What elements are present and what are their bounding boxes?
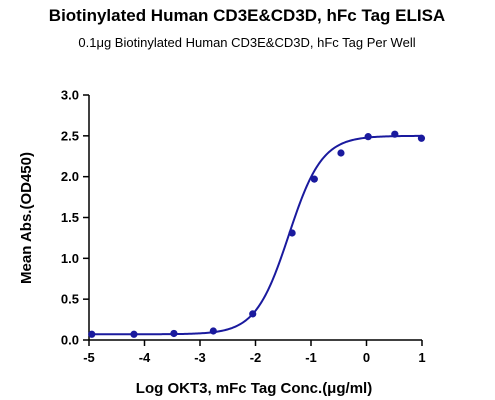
data-point: [364, 133, 372, 141]
fit-curve-group: [89, 134, 422, 336]
data-point: [249, 310, 257, 318]
data-point: [130, 330, 138, 338]
y-tick-label: 3.0: [61, 88, 79, 103]
x-tick-label: 1: [418, 350, 425, 365]
ticks: 0.0 0.5 1.0 1.5 2.0 2.5 3.0 -5 -4 -3 -2 -1 0 1: [61, 88, 426, 366]
chart-subtitle: 0.1μg Biotinylated Human CD3E&CD3D, hFc …: [78, 35, 415, 50]
y-tick-label: 2.0: [61, 169, 79, 184]
x-tick-label: -3: [194, 350, 206, 365]
data-point: [170, 329, 178, 338]
data-point: [337, 149, 345, 157]
data-point: [391, 130, 399, 138]
data-point: [209, 327, 217, 335]
data-point: [288, 229, 296, 237]
data-points: [88, 130, 426, 338]
data-point: [310, 175, 318, 183]
x-tick-label: 0: [363, 350, 370, 365]
x-tick-label: -2: [250, 350, 262, 365]
x-tick-label: -4: [139, 350, 151, 365]
data-point: [417, 134, 426, 142]
y-tick-label: 1.0: [61, 251, 79, 266]
x-tick-label: -1: [305, 350, 317, 365]
y-tick-label: 0.5: [61, 292, 79, 307]
y-axis-label: Mean Abs.(OD450): [18, 152, 35, 284]
chart-title: Biotinylated Human CD3E&CD3D, hFc Tag EL…: [49, 6, 445, 25]
x-axis-label: Log OKT3, mFc Tag Conc.(μg/ml): [136, 380, 372, 397]
y-tick-label: 0.0: [61, 333, 79, 348]
y-tick-label: 1.5: [61, 210, 79, 225]
y-tick-label: 2.5: [61, 128, 79, 143]
data-point: [88, 330, 96, 338]
fit-curve: [89, 134, 422, 336]
x-tick-label: -5: [83, 350, 95, 365]
axes: [88, 95, 422, 341]
